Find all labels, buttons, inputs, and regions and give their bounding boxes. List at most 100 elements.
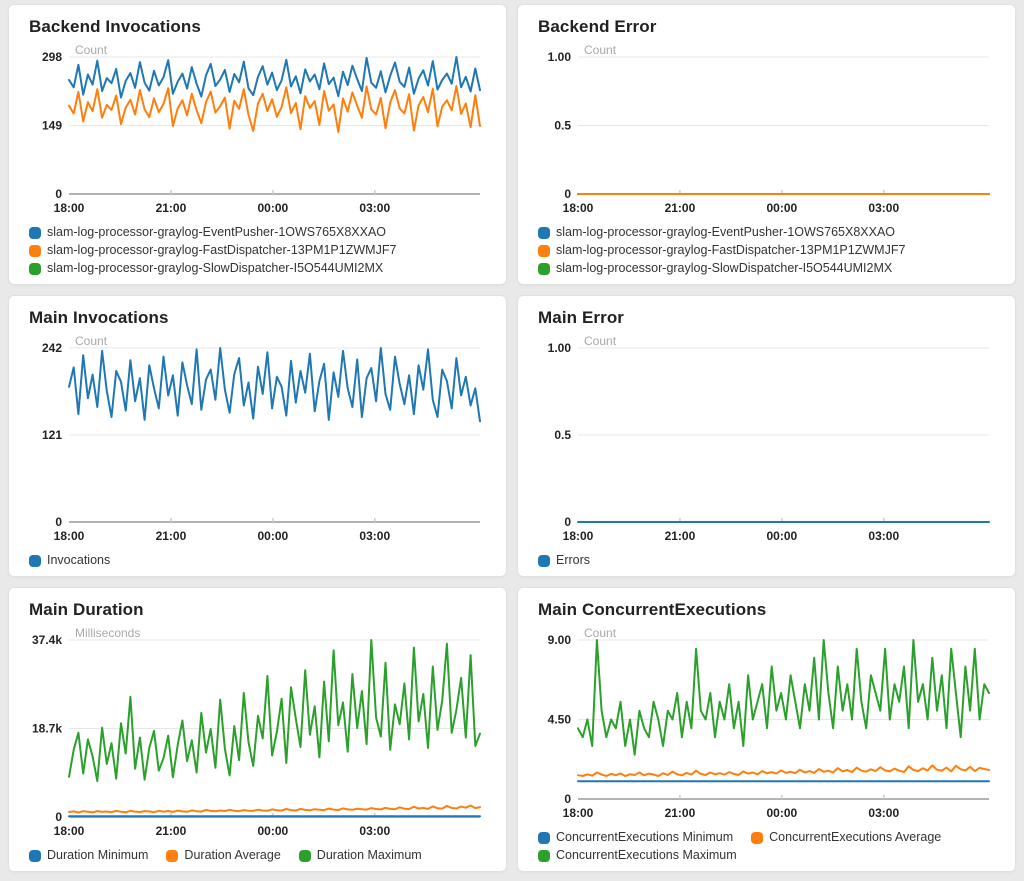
chart-legend: Invocations [29, 550, 486, 568]
widget-backend-invocations: Backend Invocations 298 149 0 Count 18:00 21:… [8, 4, 507, 285]
svg-text:Milliseconds: Milliseconds [75, 626, 140, 640]
chart-canvas[interactable]: 242 121 0 Count 18:00 21:00 00:00 03:00 [29, 332, 486, 550]
svg-text:03:00: 03:00 [359, 824, 390, 838]
svg-text:1.00: 1.00 [548, 341, 572, 355]
widget-title: Backend Error [538, 17, 657, 36]
svg-text:00:00: 00:00 [258, 201, 289, 215]
svg-text:18.7k: 18.7k [32, 722, 62, 736]
svg-text:0: 0 [564, 792, 571, 806]
chart-canvas[interactable]: 298 149 0 Count 18:00 21:00 00:00 03:00 [29, 41, 486, 222]
svg-text:00:00: 00:00 [258, 529, 289, 543]
widget-title: Main Duration [29, 600, 144, 619]
legend-label: Duration Minimum [47, 848, 149, 862]
svg-text:03:00: 03:00 [868, 201, 899, 215]
legend-label: slam-log-processor-graylog-EventPusher-1… [47, 225, 387, 239]
legend-swatch-icon [29, 849, 41, 862]
legend-item[interactable]: Invocations [29, 553, 110, 568]
widget-title: Main Error [538, 308, 625, 327]
series-line [68, 347, 481, 423]
legend-swatch-icon [751, 831, 764, 844]
svg-text:21:00: 21:00 [665, 201, 696, 215]
legend-label: slam-log-processor-graylog-SlowDispatche… [47, 261, 384, 275]
svg-text:18:00: 18:00 [563, 201, 594, 215]
legend-swatch-icon [538, 849, 550, 862]
svg-text:0: 0 [55, 187, 62, 201]
widget-title: Main ConcurrentExecutions [538, 600, 767, 619]
chart-legend: Duration Minimum Duration Average Duration… [29, 845, 486, 863]
chart-legend: ConcurrentExecutions Minimum ConcurrentEx… [538, 827, 995, 863]
chart-canvas[interactable]: 1.00 0.5 0 Count 18:00 21:00 00:00 03:00 [538, 332, 995, 550]
legend-label: ConcurrentExecutions Average [769, 830, 942, 844]
series-line [68, 639, 481, 782]
chart-legend: Errors [538, 550, 995, 568]
svg-text:Count: Count [75, 334, 108, 348]
widget-main-concurrent-executions: Main ConcurrentExecutions 9.00 4.50 0 Count… [517, 587, 1016, 872]
legend-item[interactable]: slam-log-processor-graylog-EventPusher-1… [538, 225, 895, 240]
chart-legend: slam-log-processor-graylog-EventPusher-1… [538, 222, 995, 276]
legend-swatch-icon [538, 554, 550, 567]
svg-text:03:00: 03:00 [359, 529, 390, 543]
legend-item[interactable]: ConcurrentExecutions Maximum [538, 848, 737, 863]
svg-text:21:00: 21:00 [665, 806, 696, 820]
chart-canvas[interactable]: 37.4k 18.7k 0 Milliseconds 18:00 21:00 00:00 03… [29, 624, 486, 845]
svg-text:0: 0 [564, 515, 571, 529]
svg-text:1.00: 1.00 [548, 50, 572, 64]
legend-label: slam-log-processor-graylog-FastDispatche… [47, 243, 397, 257]
legend-label: slam-log-processor-graylog-FastDispatche… [556, 243, 906, 257]
series-line [577, 764, 990, 777]
legend-label: ConcurrentExecutions Minimum [556, 830, 734, 844]
svg-text:18:00: 18:00 [54, 824, 85, 838]
legend-item[interactable]: ConcurrentExecutions Average [751, 830, 941, 845]
widget-main-invocations: Main Invocations 242 121 0 Count 18:00 21:00 0… [8, 295, 507, 577]
chart-canvas[interactable]: 9.00 4.50 0 Count 18:00 21:00 00:00 03:00 [538, 624, 995, 827]
legend-item[interactable]: Duration Minimum [29, 848, 148, 863]
svg-text:121: 121 [42, 428, 62, 442]
legend-swatch-icon [538, 244, 550, 257]
widget-main-duration: Main Duration 37.4k 18.7k 0 Milliseconds 18:… [8, 587, 507, 872]
legend-label: Duration Average [184, 848, 281, 862]
svg-text:Count: Count [584, 43, 617, 57]
svg-text:Count: Count [584, 334, 617, 348]
legend-item[interactable]: slam-log-processor-graylog-FastDispatche… [29, 243, 396, 258]
svg-text:242: 242 [42, 341, 62, 355]
legend-item[interactable]: Duration Maximum [298, 848, 422, 863]
chart-canvas[interactable]: 1.00 0.5 0 Count 18:00 21:00 00:00 03:00 [538, 41, 995, 222]
legend-swatch-icon [29, 226, 41, 239]
svg-text:18:00: 18:00 [54, 201, 85, 215]
svg-text:0: 0 [564, 187, 571, 201]
svg-text:Count: Count [584, 626, 617, 640]
legend-item[interactable]: slam-log-processor-graylog-SlowDispatche… [29, 261, 383, 276]
svg-text:21:00: 21:00 [156, 529, 187, 543]
svg-text:18:00: 18:00 [563, 806, 594, 820]
chart-legend: slam-log-processor-graylog-EventPusher-1… [29, 222, 486, 276]
legend-item[interactable]: slam-log-processor-graylog-FastDispatche… [538, 243, 905, 258]
legend-item[interactable]: Errors [538, 553, 590, 568]
svg-text:4.50: 4.50 [548, 713, 572, 727]
svg-text:21:00: 21:00 [665, 529, 696, 543]
svg-text:37.4k: 37.4k [32, 633, 62, 647]
legend-swatch-icon [29, 262, 41, 275]
legend-swatch-icon [298, 849, 311, 862]
legend-item[interactable]: slam-log-processor-graylog-SlowDispatche… [538, 261, 892, 276]
legend-swatch-icon [538, 226, 550, 239]
widget-title: Backend Invocations [29, 17, 201, 36]
legend-swatch-icon [538, 262, 550, 275]
svg-text:298: 298 [42, 50, 62, 64]
series-line [68, 85, 481, 133]
series-line [68, 56, 481, 99]
legend-label: Duration Maximum [316, 848, 422, 862]
svg-text:00:00: 00:00 [767, 529, 798, 543]
svg-text:18:00: 18:00 [54, 529, 85, 543]
legend-item[interactable]: slam-log-processor-graylog-EventPusher-1… [29, 225, 386, 240]
legend-item[interactable]: ConcurrentExecutions Minimum [538, 830, 733, 845]
legend-swatch-icon [166, 849, 179, 862]
legend-item[interactable]: Duration Average [166, 848, 281, 863]
legend-swatch-icon [29, 244, 41, 257]
svg-text:0: 0 [55, 515, 62, 529]
legend-label: slam-log-processor-graylog-SlowDispatche… [556, 261, 893, 275]
series-line [577, 639, 990, 756]
svg-text:21:00: 21:00 [156, 824, 187, 838]
svg-text:0.5: 0.5 [554, 428, 571, 442]
svg-text:03:00: 03:00 [868, 806, 899, 820]
